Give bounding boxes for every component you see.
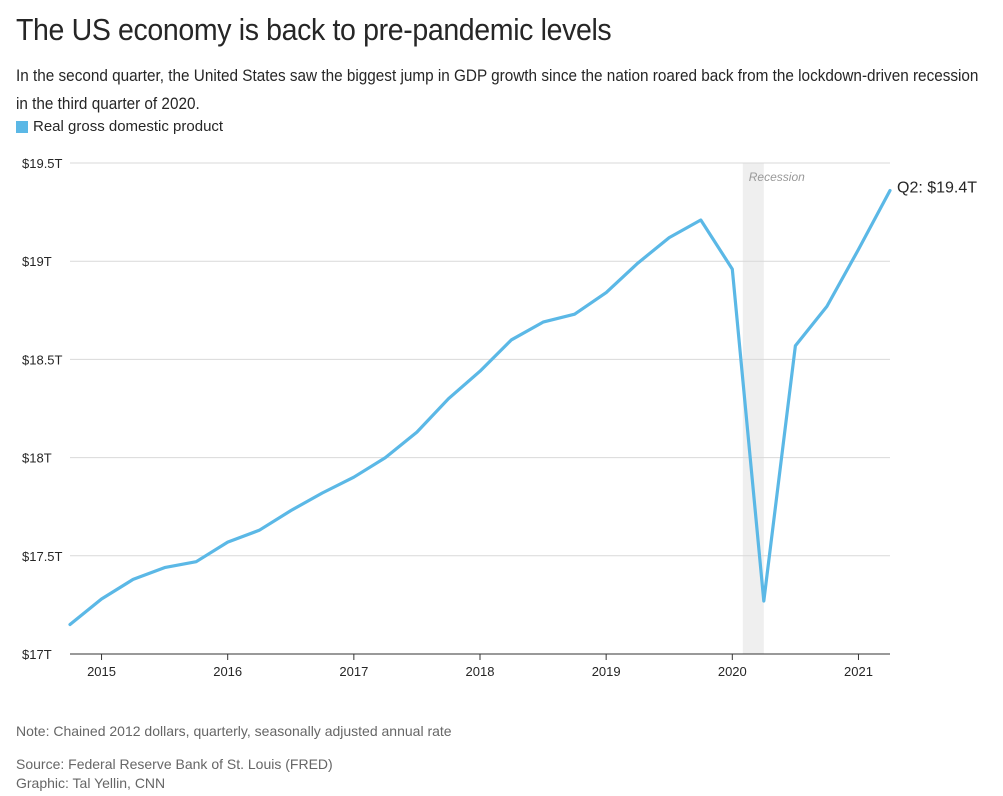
end-value-label: Q2: $19.4T <box>897 179 977 196</box>
x-tick-label: 2015 <box>87 664 116 679</box>
y-tick-label: $19.5T <box>22 156 63 171</box>
x-tick-label: 2021 <box>844 664 873 679</box>
x-tick-label: 2020 <box>718 664 747 679</box>
footnote: Note: Chained 2012 dollars, quarterly, s… <box>16 723 452 739</box>
y-tick-label: $17.5T <box>22 549 63 564</box>
graphic-credit: Graphic: Tal Yellin, CNN <box>16 775 166 791</box>
gdp-line-chart: Recession $17T $17.5T $18T $18.5T $19T $19.5T… <box>22 156 977 679</box>
x-axis: 2015 2016 2017 2018 2019 2020 2021 <box>87 654 873 679</box>
y-tick-label: $18T <box>22 451 52 466</box>
y-tick-label: $17T <box>22 647 52 662</box>
y-gridlines <box>70 162 890 557</box>
recession-label: Recession <box>749 170 805 184</box>
series-line-real-gdp <box>68 188 892 627</box>
y-axis: $17T $17.5T $18T $18.5T $19T $19.5T <box>22 156 63 662</box>
legend-swatch <box>16 120 28 133</box>
y-tick-label: $18.5T <box>22 352 63 367</box>
x-tick-label: 2018 <box>466 664 495 679</box>
recession-band-group: Recession <box>742 163 805 654</box>
x-tick-label: 2019 <box>592 664 621 679</box>
chart-title: The US economy is back to pre-pandemic l… <box>16 12 612 47</box>
chart-subtitle: In the second quarter, the United States… <box>16 66 979 113</box>
legend-label: Real gross domestic product <box>33 118 224 135</box>
y-tick-label: $19T <box>22 254 52 269</box>
x-tick-label: 2016 <box>213 664 242 679</box>
source-credit: Source: Federal Reserve Bank of St. Loui… <box>16 756 333 772</box>
x-tick-label: 2017 <box>339 664 368 679</box>
chart-legend: Real gross domestic product <box>16 118 223 135</box>
